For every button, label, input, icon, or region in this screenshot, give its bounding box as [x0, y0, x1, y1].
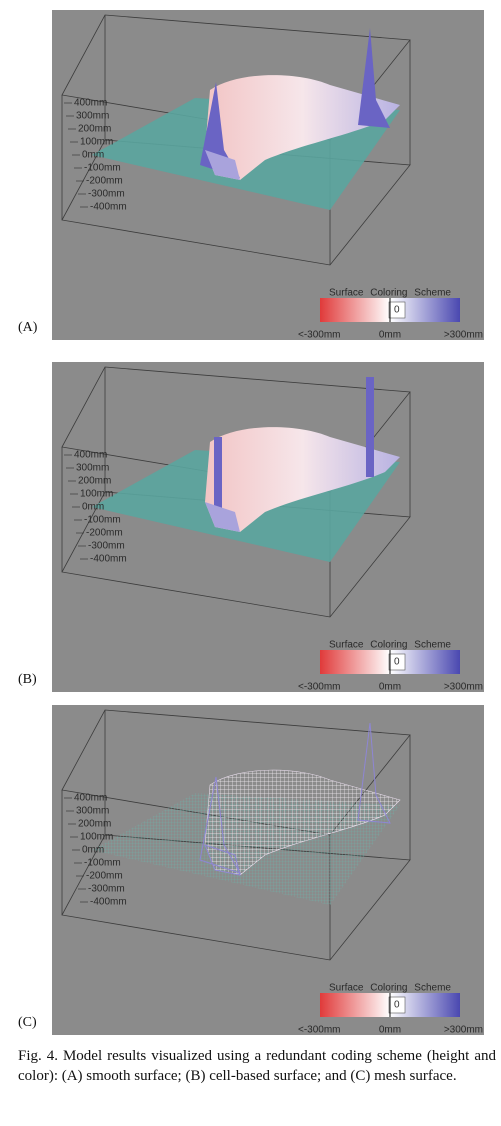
axis-label: -300mm — [88, 189, 125, 200]
legend-center: 0 — [394, 657, 400, 668]
surface-shade — [204, 844, 241, 876]
legend-center-box — [388, 996, 406, 1014]
surface-shade — [205, 502, 240, 532]
legend-max: >300mm — [444, 1025, 483, 1036]
surface — [205, 427, 400, 532]
surface-shade — [205, 150, 240, 180]
axis-label: 0mm — [82, 502, 104, 513]
axis-label: 200mm — [78, 819, 111, 830]
axis-label: 300mm — [76, 806, 109, 817]
spike — [366, 377, 374, 477]
panel-label: (A) — [18, 320, 38, 335]
legend-center: 0 — [394, 1000, 400, 1011]
legend-title: Surface Coloring Scheme — [329, 983, 451, 994]
axis-label: -200mm — [86, 871, 123, 882]
spike — [214, 437, 222, 517]
panel-label: (B) — [18, 672, 37, 687]
axis-label: 100mm — [80, 489, 113, 500]
legend-center: 0 — [394, 305, 400, 316]
legend-title: Surface Coloring Scheme — [329, 288, 451, 299]
legend-title: Surface Coloring Scheme — [329, 640, 451, 651]
axis-label: 400mm — [74, 793, 107, 804]
surface — [205, 75, 400, 180]
axis-label: -400mm — [90, 554, 127, 565]
legend-mid: 0mm — [379, 1025, 401, 1036]
axis-label: -400mm — [90, 897, 127, 908]
figure: (A) 400mm 300mm 200mm 100mm 0mm -100mm -200mm -3… — [18, 10, 484, 1036]
surface — [204, 769, 401, 876]
panel-label: (C) — [18, 1015, 37, 1030]
panel: (C) 400mm 300mm 200mm 100mm 0mm -100mm -200mm -3… — [18, 705, 484, 1036]
axis-label: 100mm — [80, 832, 113, 843]
axis-label: 200mm — [78, 476, 111, 487]
axis-label: -200mm — [86, 176, 123, 187]
legend-min: <-300mm — [298, 1025, 341, 1036]
axis-label: -200mm — [86, 528, 123, 539]
panel: (B) 400mm 300mm 200mm 100mm 0mm -100mm -200mm -3… — [18, 362, 484, 693]
axis-label: 0mm — [82, 845, 104, 856]
legend-mid: 0mm — [379, 330, 401, 341]
axis-label: -400mm — [90, 202, 127, 213]
legend-center-box — [388, 653, 406, 671]
axis-label: 0mm — [82, 150, 104, 161]
spike — [358, 28, 390, 128]
legend-min: <-300mm — [298, 330, 341, 341]
legend-max: >300mm — [444, 682, 483, 693]
axis-label: 300mm — [76, 463, 109, 474]
panel: (A) 400mm 300mm 200mm 100mm 0mm -100mm -200mm -3… — [18, 10, 484, 341]
legend-center-box — [388, 301, 406, 319]
axis-label: -300mm — [88, 541, 125, 552]
axis-label: -100mm — [84, 163, 121, 174]
spike — [357, 722, 391, 824]
axis-label: 400mm — [74, 450, 107, 461]
axis-label: -300mm — [88, 884, 125, 895]
axis-label: 300mm — [76, 111, 109, 122]
axis-label: -100mm — [84, 858, 121, 869]
legend-min: <-300mm — [298, 682, 341, 693]
legend-max: >300mm — [444, 330, 483, 341]
axis-label: 100mm — [80, 137, 113, 148]
legend-mid: 0mm — [379, 682, 401, 693]
caption: Fig. 4. Model results visualized using a… — [18, 1048, 496, 1084]
axis-label: 200mm — [78, 124, 111, 135]
axis-label: 400mm — [74, 98, 107, 109]
spike — [199, 776, 242, 874]
axis-label: -100mm — [84, 515, 121, 526]
